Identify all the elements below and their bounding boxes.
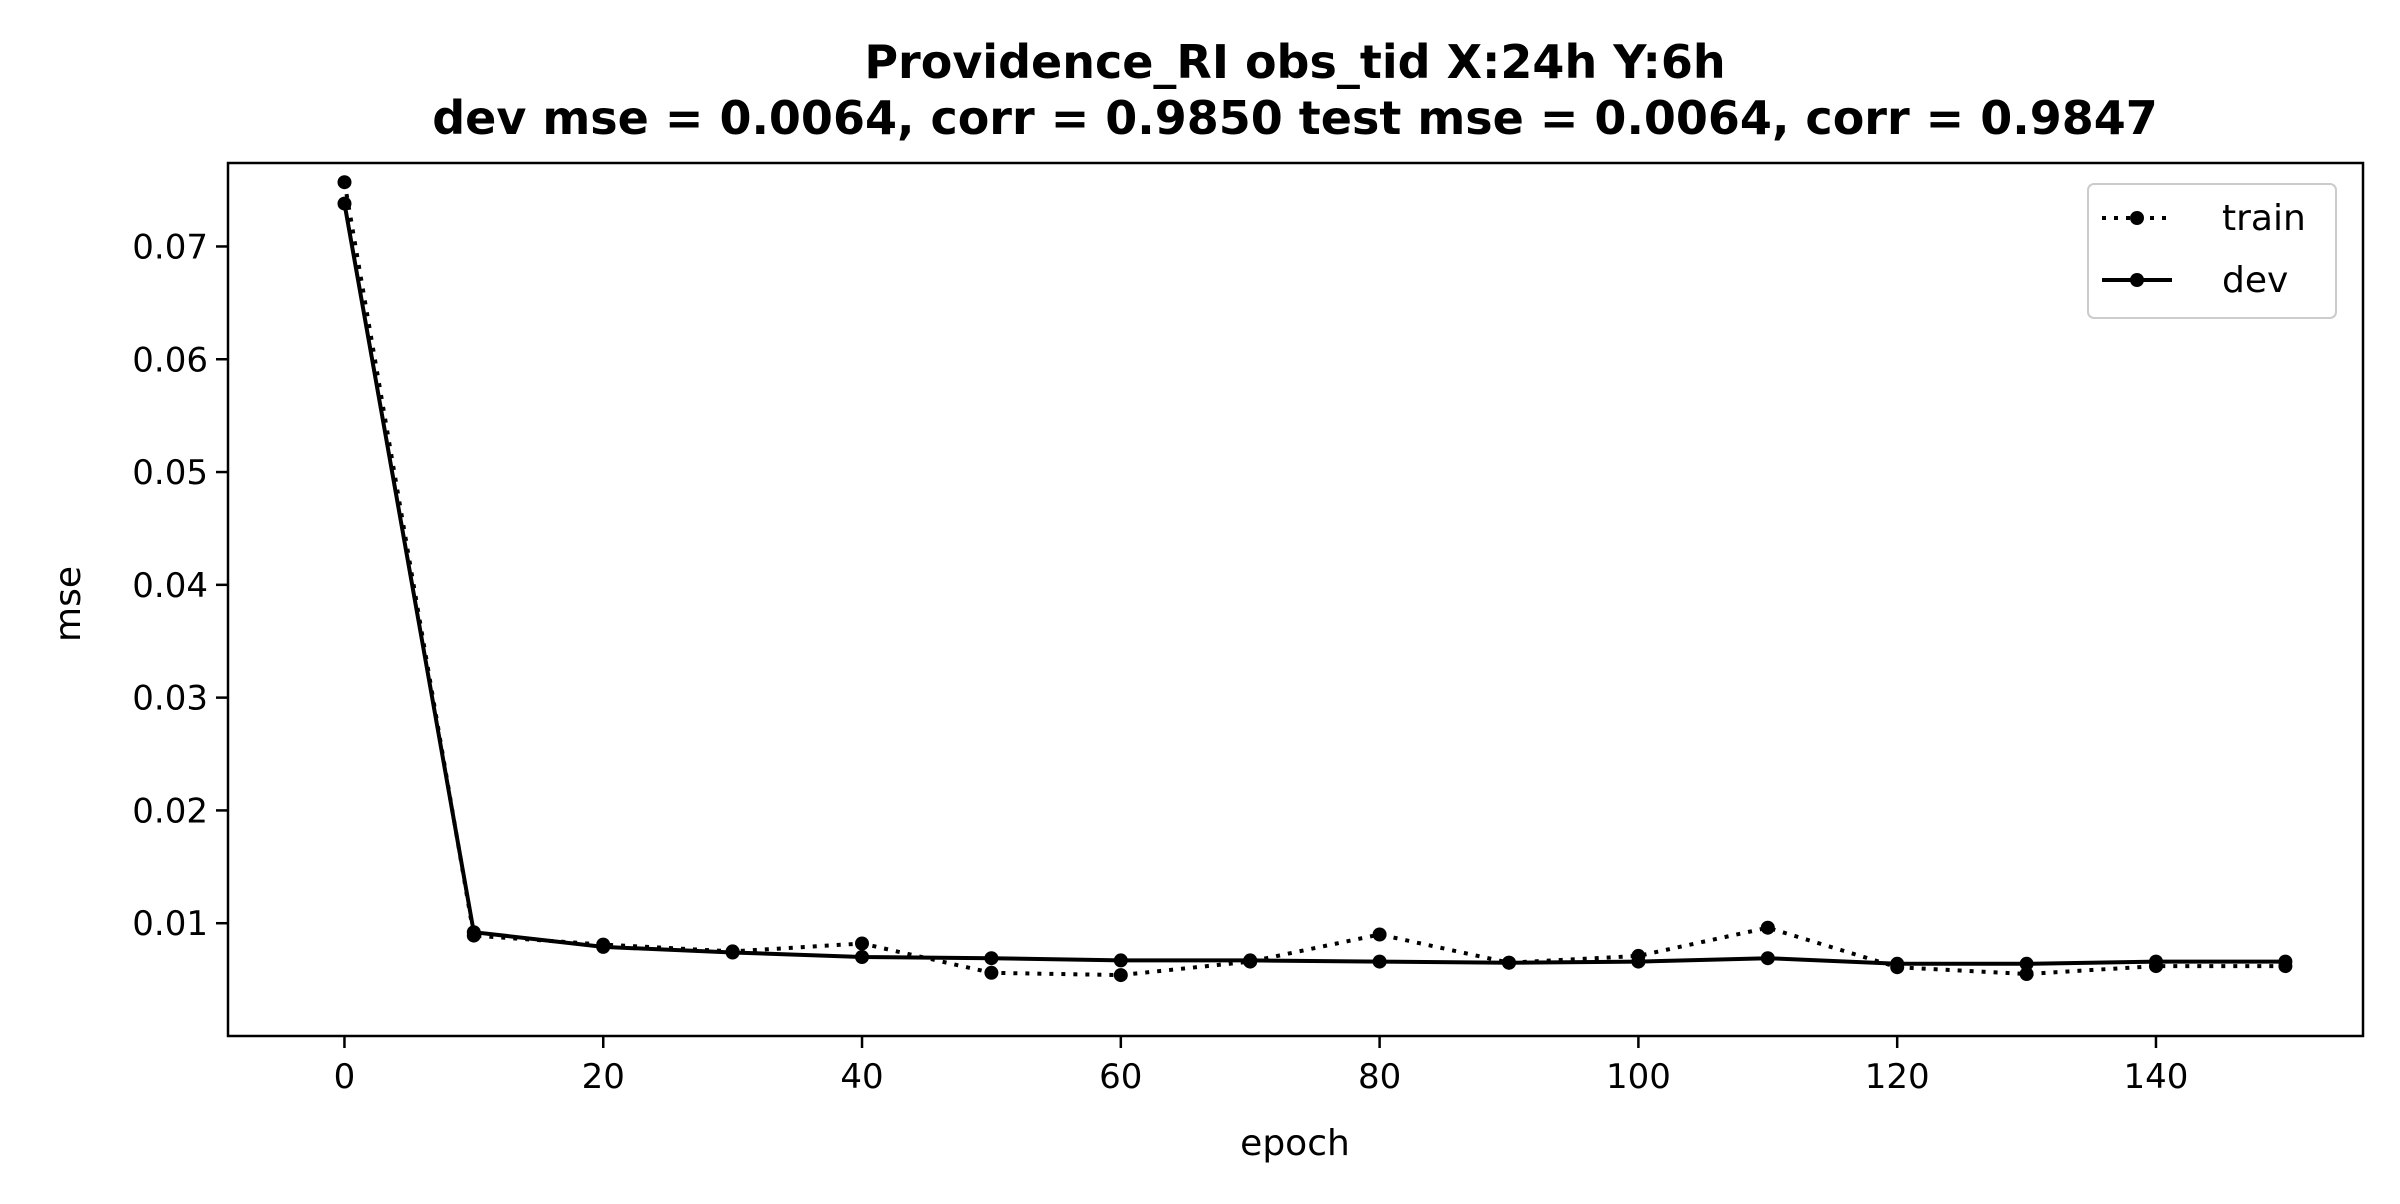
chart-title: Providence_RI obs_tid X:24h Y:6h: [864, 35, 1725, 89]
y-axis-label: mse: [48, 566, 89, 642]
train-point: [337, 175, 352, 190]
x-tick-label: 20: [582, 1057, 625, 1097]
legend-dev-marker: [2130, 273, 2144, 287]
plot-area: [337, 175, 2293, 983]
legend: train dev: [2087, 183, 2337, 319]
x-tick-label: 60: [1099, 1057, 1142, 1097]
dev-point: [1243, 953, 1258, 968]
dev-series-line: [342, 203, 2286, 966]
y-tick-label: 0.05: [132, 453, 208, 493]
legend-dev-label: dev: [2222, 260, 2288, 301]
train-point: [1113, 968, 1128, 983]
x-tick-label: 140: [2124, 1057, 2189, 1097]
chart-subtitle: dev mse = 0.0064, corr = 0.9850 test mse…: [432, 91, 2158, 145]
train-point: [1372, 927, 1387, 942]
train-point: [2019, 967, 2034, 981]
axes-frame: [226, 161, 2365, 1038]
dev-point: [1113, 953, 1128, 968]
dev-point: [1502, 955, 1516, 970]
y-tick-label: 0.04: [132, 566, 208, 606]
train-series-line: [342, 181, 2286, 978]
y-tick-label: 0.06: [132, 340, 208, 380]
dev-point: [337, 196, 352, 211]
x-tick-label: 80: [1358, 1057, 1401, 1097]
x-tick-label: 120: [1865, 1057, 1930, 1097]
legend-train-label: train: [2222, 198, 2306, 239]
dev-point: [984, 951, 999, 966]
x-tick-label: 40: [840, 1057, 883, 1097]
x-axis-label: epoch: [1240, 1123, 1350, 1164]
legend-train-marker: [2130, 211, 2144, 225]
dev-point: [1372, 954, 1387, 969]
y-tick-label: 0.01: [132, 904, 208, 944]
y-tick-label: 0.02: [132, 791, 208, 831]
dev-point: [1760, 951, 1775, 966]
axes: 0 20 40 60 80 100 120 140 0.01 0.02 0.03 0.04 0.05 0.…: [132, 161, 2365, 1097]
train-point: [855, 936, 869, 951]
x-tick-label: 100: [1606, 1057, 1671, 1097]
y-tick-label: 0.07: [132, 227, 208, 267]
dev-point: [2149, 954, 2163, 969]
y-tick-label: 0.03: [132, 679, 208, 719]
dev-point: [1890, 956, 1905, 971]
train-point: [1760, 920, 1775, 935]
dev-point: [1631, 954, 1646, 969]
dev-point: [725, 945, 740, 960]
dev-point: [2278, 954, 2293, 969]
dev-point: [466, 925, 481, 940]
train-point: [984, 965, 999, 980]
x-tick-label: 0: [334, 1057, 356, 1097]
dev-point: [855, 950, 869, 964]
dev-point: [596, 939, 611, 954]
dev-point: [2019, 956, 2034, 971]
